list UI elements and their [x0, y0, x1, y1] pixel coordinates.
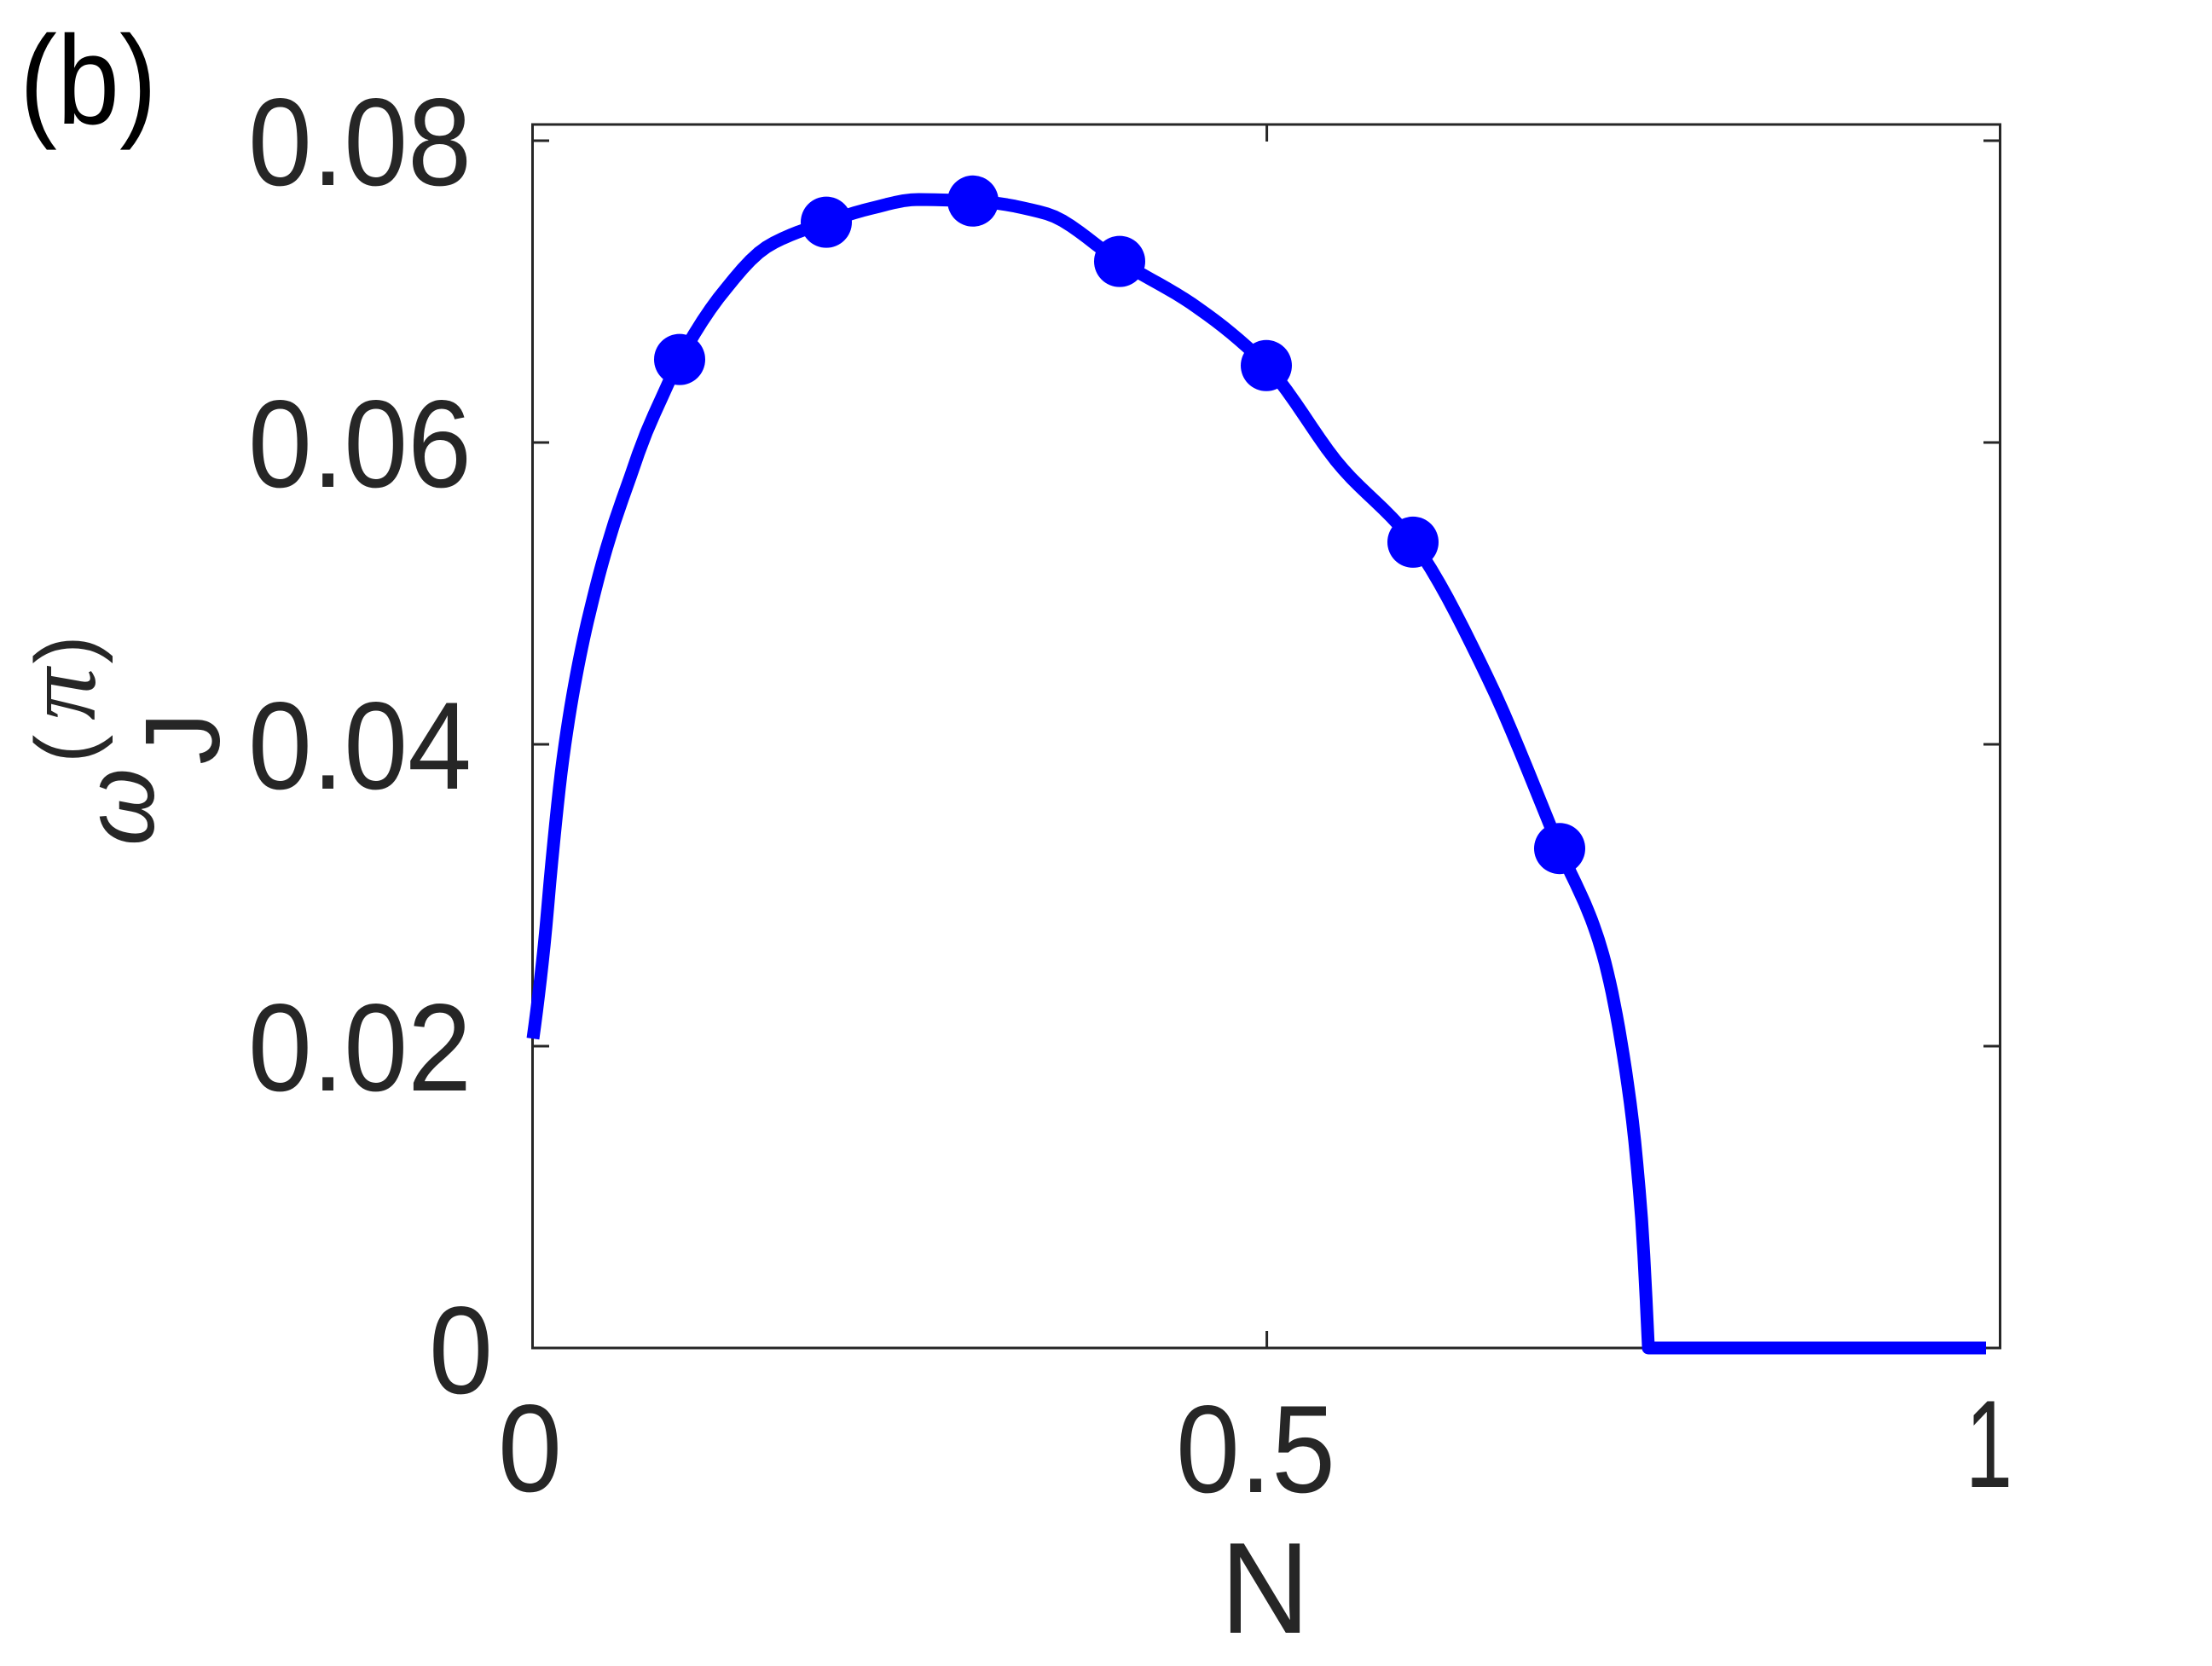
svg-text:ω: ω: [63, 768, 175, 846]
svg-text:0.5: 0.5: [1176, 1380, 1335, 1518]
svg-text:0.08: 0.08: [248, 72, 472, 211]
svg-text:0: 0: [429, 1281, 493, 1420]
svg-text:(b): (b): [20, 10, 157, 151]
svg-text:0.06: 0.06: [248, 374, 472, 513]
svg-text:1: 1: [1966, 1374, 2012, 1513]
svg-text:0: 0: [498, 1379, 562, 1518]
svg-text:0.02: 0.02: [248, 978, 472, 1117]
svg-text:J: J: [124, 712, 242, 765]
svg-text:0.04: 0.04: [248, 676, 472, 815]
svg-text:(π): (π): [3, 635, 118, 763]
svg-text:N: N: [1220, 1516, 1310, 1661]
